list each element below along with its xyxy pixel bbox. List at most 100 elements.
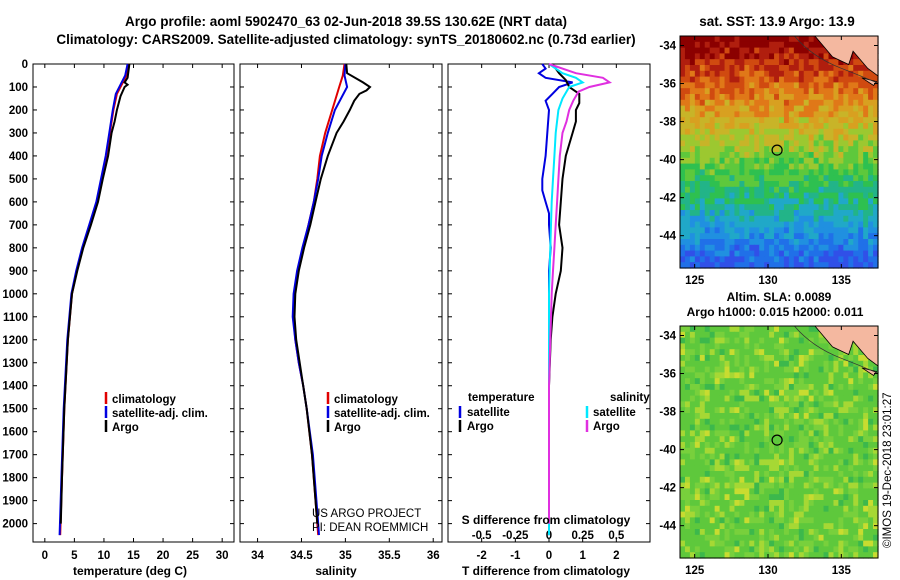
map-cell: [729, 418, 736, 426]
map-cell: [803, 59, 810, 66]
map-cell: [808, 59, 815, 66]
map-cell: [838, 111, 844, 118]
map-cell: [808, 331, 815, 339]
map-cell: [724, 442, 731, 449]
map-cell: [808, 117, 815, 124]
map-cell: [689, 221, 696, 228]
map-cell: [689, 244, 696, 252]
map-cell: [774, 215, 780, 223]
map-cell: [838, 70, 844, 78]
map-cell: [684, 360, 691, 368]
map-cell: [873, 233, 879, 240]
map-cell: [788, 355, 795, 362]
map-cell: [803, 239, 810, 246]
map-cell: [754, 424, 760, 431]
map-cell: [828, 529, 835, 536]
map-cell: [833, 239, 839, 246]
map-cell: [838, 424, 844, 431]
map-cell: [744, 442, 750, 449]
map-cell: [689, 372, 696, 379]
project-credit: US ARGO PROJECT: [312, 508, 421, 520]
map-cell: [828, 82, 835, 89]
y-tick-label: 1100: [3, 312, 28, 324]
map-cell: [729, 227, 736, 234]
map-cell: [828, 442, 835, 449]
map-cell: [724, 384, 731, 391]
map-cell: [764, 256, 770, 263]
map-cell: [798, 99, 805, 107]
map-cell: [694, 198, 701, 205]
map-cell: [858, 418, 864, 426]
map-cell: [714, 436, 721, 443]
map-cell: [764, 442, 770, 449]
map-cell: [873, 436, 879, 443]
map-cell: [803, 186, 810, 194]
map-cell: [724, 337, 731, 344]
map-cell: [863, 442, 869, 449]
map-cell: [694, 384, 701, 391]
map-cell: [749, 482, 755, 489]
map-cell: [684, 459, 691, 466]
map-cell: [873, 389, 879, 397]
map-cell: [843, 465, 849, 472]
map-cell: [833, 349, 839, 356]
map-cell: [828, 65, 835, 72]
map-cell: [724, 534, 731, 542]
map-cell: [684, 65, 691, 72]
map-cell: [808, 70, 815, 78]
map-cell: [764, 413, 770, 420]
map-cell: [704, 239, 711, 246]
map-cell: [714, 529, 721, 536]
map-cell: [769, 204, 775, 211]
map-cell: [684, 256, 691, 263]
map-cell: [689, 88, 696, 95]
map-cell: [813, 152, 820, 159]
map-cell: [823, 500, 830, 507]
map-cell: [704, 453, 711, 460]
map-cell: [769, 36, 775, 43]
map-cell: [863, 534, 869, 542]
map-cell: [813, 447, 820, 455]
map-cell: [848, 500, 854, 507]
map-cell: [719, 418, 726, 426]
map-cell: [774, 505, 780, 513]
map-cell: [853, 76, 859, 83]
map-cell: [709, 378, 716, 385]
map-cell: [724, 331, 731, 339]
map-cell: [699, 517, 706, 524]
map-cell: [838, 215, 844, 223]
map-cell: [873, 471, 879, 478]
map-cell: [823, 99, 830, 107]
map-cell: [853, 198, 859, 205]
map-cell: [868, 163, 874, 170]
map-cell: [793, 94, 800, 101]
map-cell: [754, 523, 760, 530]
map-cell: [798, 401, 805, 408]
map-cell: [788, 546, 795, 553]
map-cell: [719, 123, 726, 130]
map-cell: [769, 169, 775, 176]
map-cell: [694, 88, 701, 95]
map-cell: [719, 192, 726, 199]
map-cell: [754, 239, 760, 246]
map-cell: [709, 447, 716, 455]
map-cell: [808, 500, 815, 507]
map-cell: [873, 546, 879, 553]
map-cell: [873, 413, 879, 420]
map-cell: [858, 500, 864, 507]
map-cell: [774, 401, 780, 408]
map-cell: [684, 436, 691, 443]
map-cell: [848, 436, 854, 443]
map-cell: [838, 221, 844, 228]
map-cell: [808, 326, 815, 333]
map-cell: [833, 157, 839, 165]
map-cell: [808, 546, 815, 553]
map-cell: [808, 401, 815, 408]
map-cell: [808, 41, 815, 49]
map-cell: [744, 70, 750, 78]
map-cell: [724, 349, 731, 356]
map-cell: [788, 476, 795, 484]
map-cell: [739, 192, 745, 199]
map-cell: [813, 262, 820, 269]
map-cell: [719, 221, 726, 228]
